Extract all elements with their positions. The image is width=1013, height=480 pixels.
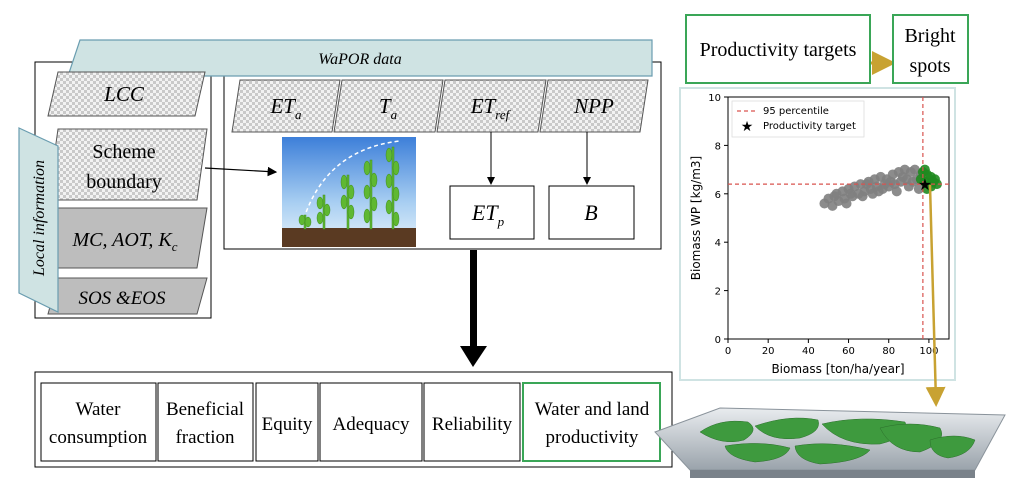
- lcc-label: LCC: [103, 82, 145, 106]
- legend-percentile-label: 95 percentile: [763, 106, 829, 117]
- eta-layer: ETa: [231, 79, 341, 133]
- indicator-line2: consumption: [49, 427, 148, 448]
- bright-spots-line2: spots: [909, 55, 950, 77]
- indicator-line1: Reliability: [432, 414, 513, 435]
- npp-label: NPP: [573, 94, 614, 118]
- wapor-banner: WaPOR data: [67, 39, 653, 77]
- bright-spots-line1: Bright: [904, 25, 956, 47]
- etref-layer: ETref: [436, 79, 547, 133]
- scatter-point-gray: [867, 188, 878, 199]
- y-axis-label: Biomass WP [kg/m3]: [689, 156, 703, 280]
- y-tick-label: 8: [715, 141, 721, 152]
- sos-eos-layer: SOS &EOS: [47, 277, 208, 315]
- ta-layer: Ta: [333, 79, 444, 133]
- y-tick-label: 0: [715, 335, 721, 346]
- chart-legend: 95 percentile ★ Productivity target: [731, 100, 865, 138]
- mc-aot-kc-layer: MC, AOT, Kc: [47, 207, 208, 269]
- productivity-targets-box: Productivity targets: [685, 14, 871, 84]
- indicator-beneficial-fraction: Beneficial fraction: [157, 382, 254, 462]
- indicator-line1: Water and land: [535, 399, 650, 420]
- indicator-line1: Adequacy: [332, 414, 410, 435]
- lcc-layer: LCC: [47, 71, 206, 117]
- indicator-line1: Equity: [262, 414, 313, 435]
- local-info-banner: Local information: [18, 127, 59, 313]
- scatter-point-gray: [857, 191, 868, 202]
- scatter-point-gray: [913, 183, 924, 194]
- npp-layer: NPP: [539, 79, 649, 133]
- indicator-line1: Beneficial: [166, 399, 244, 420]
- indicator-water-consumption: Water consumption: [40, 382, 157, 462]
- scheme-boundary-line1: Scheme: [92, 141, 155, 163]
- main-down-arrow: [460, 250, 487, 367]
- b-label: B: [584, 200, 597, 225]
- indicator-reliability: Reliability: [423, 382, 521, 462]
- crop-growth-image: [282, 137, 416, 247]
- x-axis-label: Biomass [ton/ha/year]: [771, 362, 904, 376]
- scatter-point-gray: [829, 191, 840, 202]
- scatter-point-gray: [845, 188, 856, 199]
- local-info-label: Local information: [31, 160, 48, 277]
- scatter-point-green: [931, 179, 942, 190]
- y-tick-label: 2: [715, 287, 721, 298]
- scatter-point-gray: [897, 171, 908, 182]
- productivity-targets-label: Productivity targets: [700, 39, 857, 61]
- x-tick-label: 60: [842, 346, 855, 357]
- etp-label: ETp: [471, 200, 505, 229]
- etref-label: ETref: [470, 94, 512, 122]
- scheme-boundary-layer: Scheme boundary: [47, 128, 208, 201]
- indicator-line2: fraction: [175, 427, 235, 448]
- eta-label: ETa: [269, 94, 302, 122]
- y-tick-label: 10: [708, 93, 721, 104]
- legend-target-label: Productivity target: [763, 121, 856, 132]
- y-tick-label: 6: [715, 190, 721, 201]
- b-box: B: [548, 185, 635, 240]
- y-tick-label: 4: [715, 238, 721, 249]
- bright-spots-box: Bright spots: [892, 14, 969, 84]
- ta-label: Ta: [379, 94, 398, 122]
- scatter-point-green: [919, 164, 930, 175]
- productivity-target-star-icon: ★: [918, 175, 932, 194]
- scatter-point-gray: [861, 179, 872, 190]
- indicator-line2: productivity: [546, 427, 639, 448]
- indicator-water-land-productivity: Water and land productivity: [522, 382, 661, 462]
- scheme-boundary-line2: boundary: [86, 171, 162, 193]
- boundary-to-crop-arrow: [204, 166, 278, 177]
- x-tick-label: 0: [725, 346, 731, 357]
- field-map-3d: [654, 407, 1006, 478]
- scatter-chart: 0 20 40 60 80 100 0 2 4 6 8 10 ★ 95 percentile ★ Pr…: [689, 93, 950, 376]
- legend-target-star-icon: ★: [741, 119, 754, 135]
- scatter-point-gray: [891, 186, 902, 197]
- target-to-map-arrow: [925, 184, 946, 407]
- indicator-adequacy: Adequacy: [319, 382, 423, 462]
- scatter-point-gray: [841, 198, 852, 209]
- mc-aot-kc-label: MC, AOT, Kc: [71, 229, 177, 254]
- x-tick-label: 100: [919, 346, 938, 357]
- indicator-line1: Water: [76, 399, 122, 420]
- wapor-banner-label: WaPOR data: [318, 51, 401, 68]
- x-tick-label: 80: [882, 346, 895, 357]
- sos-eos-label: SOS &EOS: [78, 288, 166, 309]
- indicator-equity: Equity: [255, 382, 319, 462]
- x-tick-label: 40: [802, 346, 815, 357]
- etp-box: ETp: [449, 185, 535, 240]
- x-tick-label: 20: [762, 346, 775, 357]
